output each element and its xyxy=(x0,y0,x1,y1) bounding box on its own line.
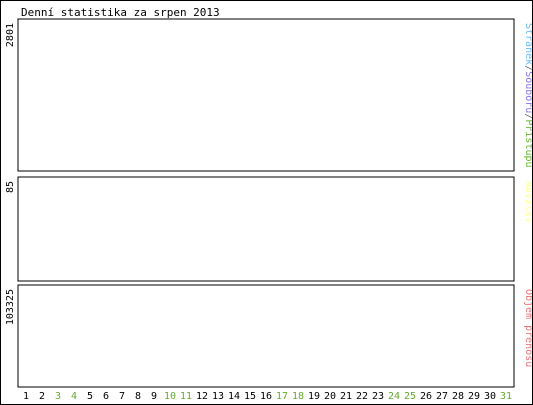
day-label: 17 xyxy=(276,391,288,402)
day-label: 20 xyxy=(324,391,336,402)
panel-legend: Stránek/Souborů/Přístupů xyxy=(523,23,532,168)
panel-border xyxy=(17,18,515,172)
day-label: 6 xyxy=(103,391,109,402)
day-label: 19 xyxy=(308,391,320,402)
day-label: 8 xyxy=(135,391,141,402)
day-label: 24 xyxy=(388,391,400,402)
day-label: 4 xyxy=(71,391,77,402)
day-label: 29 xyxy=(468,391,480,402)
day-label: 26 xyxy=(420,391,432,402)
day-label: 9 xyxy=(151,391,157,402)
day-label: 30 xyxy=(484,391,496,402)
day-label: 7 xyxy=(119,391,125,402)
panel-ymax-label: 2801 xyxy=(5,23,16,47)
chart-panels: 2801Stránek/Souborů/Přístupů85Návštěv103… xyxy=(5,18,532,388)
day-label: 14 xyxy=(228,391,240,402)
day-label: 1 xyxy=(23,391,29,402)
legend-text: Objem přenosu xyxy=(523,289,532,367)
legend-entry: Objem přenosu xyxy=(523,289,532,367)
day-axis: 1 2 3 4 5 6 7 8 9 10 11 12 13 14 15 16 17 18 19 20 21 22 23 24 2… xyxy=(23,391,512,402)
day-label: 21 xyxy=(340,391,352,402)
legend-separator: / xyxy=(523,113,532,119)
panel-legend: Objem přenosu xyxy=(523,289,532,367)
panel-ymax-label: 103325 xyxy=(5,289,16,325)
day-label: 10 xyxy=(164,391,176,402)
day-label: 12 xyxy=(196,391,208,402)
day-label: 13 xyxy=(212,391,224,402)
day-label: 5 xyxy=(87,391,93,402)
panel-border xyxy=(17,176,515,282)
day-label: 3 xyxy=(55,391,61,402)
panel-legend: Návštěv xyxy=(523,181,532,223)
day-label: 28 xyxy=(452,391,464,402)
panel-border xyxy=(17,284,515,388)
panel-ymax-label: 85 xyxy=(5,181,16,193)
legend-entry: Návštěv xyxy=(523,181,532,223)
legend-separator: / xyxy=(523,65,532,71)
day-label: 15 xyxy=(244,391,256,402)
chart-title: Denní statistika za srpen 2013 xyxy=(21,6,220,19)
day-label: 18 xyxy=(292,391,304,402)
day-label: 25 xyxy=(404,391,416,402)
day-label: 11 xyxy=(180,391,192,402)
legend-entry: Přístupů xyxy=(523,119,532,167)
legend-entry: Souborů xyxy=(523,71,532,113)
panel-visits: 85 Návštěv xyxy=(5,176,532,282)
day-label: 31 xyxy=(500,391,512,402)
day-label: 2 xyxy=(39,391,45,402)
day-label: 27 xyxy=(436,391,448,402)
day-label: 16 xyxy=(260,391,272,402)
day-label: 22 xyxy=(356,391,368,402)
legend-text: Stránek/Souborů/Přístupů xyxy=(523,23,532,168)
legend-text: Návštěv xyxy=(523,181,532,223)
panel-volume: 103325 Objem přenosu xyxy=(5,284,532,388)
legend-entry: Stránek xyxy=(523,23,532,65)
day-label: 23 xyxy=(372,391,384,402)
